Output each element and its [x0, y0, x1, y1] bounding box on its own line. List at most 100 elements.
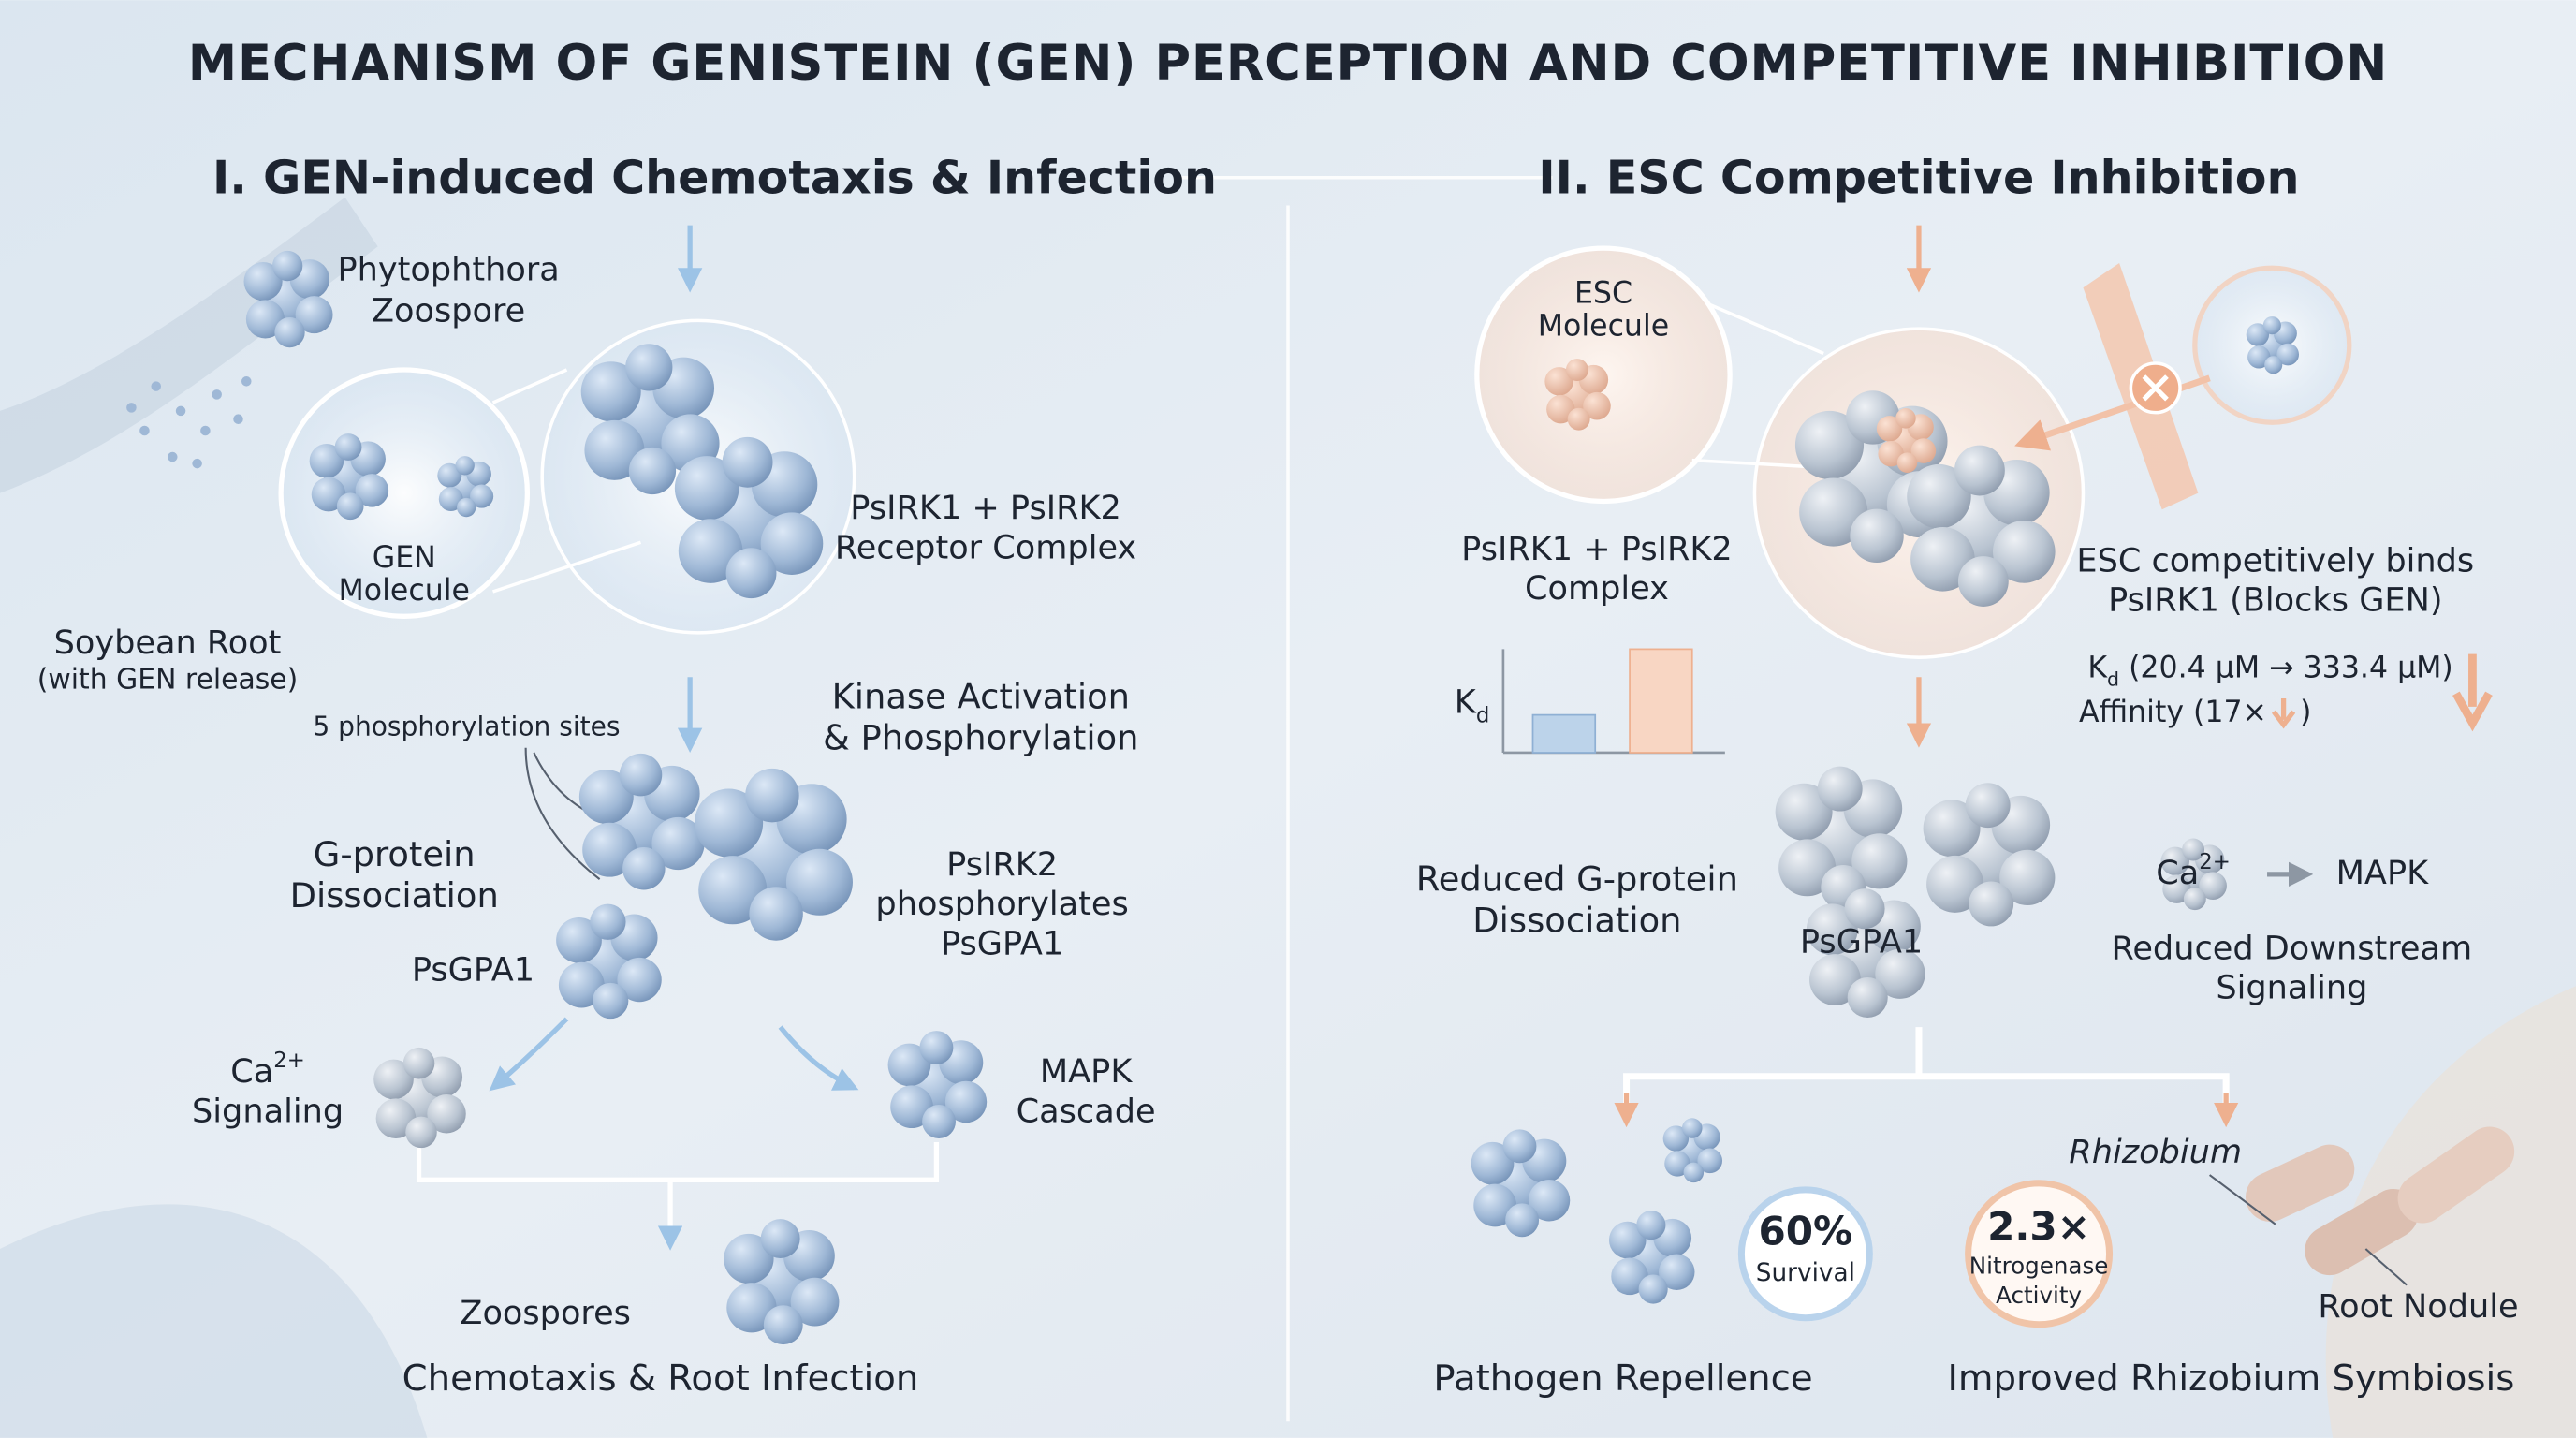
- title: MECHANISM OF GENISTEIN (GEN) PERCEPTION …: [188, 35, 2389, 92]
- label: MAPK: [2336, 854, 2429, 892]
- label: 60%: [1758, 1209, 1852, 1255]
- label: PsIRK2: [946, 845, 1058, 884]
- protein-lobe: [1896, 452, 1918, 473]
- protein-lobe: [1638, 1274, 1668, 1304]
- protein: [1471, 1129, 1571, 1238]
- gen-particle: [233, 414, 243, 424]
- label: (with GEN release): [37, 663, 299, 696]
- protein-lobe: [1778, 839, 1837, 897]
- protein-lobe: [1565, 359, 1588, 382]
- protein-lobe: [274, 316, 305, 348]
- protein-lobe: [1992, 521, 2056, 583]
- protein-lobe: [2262, 316, 2281, 335]
- gen-particle: [212, 389, 222, 400]
- protein-lobe: [1923, 800, 1981, 858]
- protein-lobe: [438, 487, 463, 512]
- protein-lobe: [1681, 1118, 1703, 1138]
- protein: [1806, 888, 1925, 1019]
- protein-lobe: [760, 1219, 800, 1258]
- zoom-line: [491, 368, 642, 594]
- protein-lobe: [558, 961, 605, 1008]
- protein-lobe: [726, 1283, 777, 1333]
- protein-lobe: [1611, 1257, 1648, 1296]
- label: Dissociation: [290, 875, 499, 916]
- label-part: (20.4 μM → 333.4 μM): [2119, 651, 2453, 684]
- protein: [1544, 359, 1611, 431]
- protein-lobe: [1608, 1221, 1647, 1259]
- protein-lobe: [1847, 976, 1888, 1019]
- label: Activity: [1996, 1282, 2082, 1309]
- protein-lobe: [1969, 881, 2014, 927]
- protein-lobe: [1799, 477, 1868, 547]
- label: ESC: [1574, 276, 1632, 310]
- zoom-circle: [278, 367, 531, 619]
- protein: [2246, 316, 2299, 374]
- protein-lobe: [1910, 527, 1975, 592]
- protein-lobe: [1965, 783, 2011, 829]
- protein-lobe: [919, 1031, 954, 1064]
- protein-lobe: [427, 1094, 466, 1134]
- protein-lobe: [695, 788, 764, 858]
- label: Chemotaxis & Root Infection: [402, 1357, 919, 1400]
- protein-lobe: [1844, 888, 1885, 930]
- label-part: Ca: [2156, 854, 2199, 892]
- protein-lobe: [651, 816, 705, 871]
- label: Affinity (17×: [2079, 696, 2267, 729]
- protein-lobe: [2183, 888, 2206, 911]
- label: ): [2300, 696, 2311, 729]
- protein: [309, 433, 389, 521]
- label: II. ESC Competitive Inhibition: [1538, 151, 2299, 205]
- protein-lobe: [1567, 407, 1590, 431]
- label: G-protein: [314, 834, 476, 874]
- label-part: 2+: [273, 1049, 305, 1073]
- label: Kd: [1455, 682, 1490, 727]
- protein: [578, 753, 705, 890]
- protein-lobe: [405, 1116, 437, 1149]
- protein-lobe: [578, 770, 634, 824]
- label: Signaling: [192, 1092, 344, 1130]
- protein-lobe: [890, 1085, 933, 1129]
- protein-lobe: [243, 262, 283, 301]
- label: Reduced G-protein: [1416, 858, 1738, 899]
- rhizobia: [2208, 1126, 2515, 1286]
- protein-lobe: [1999, 849, 2056, 905]
- bacterium: [2397, 1126, 2515, 1224]
- protein: [580, 344, 720, 495]
- protein-lobe: [1546, 394, 1575, 424]
- label: MAPK: [1040, 1052, 1133, 1091]
- label: Pathogen Repellence: [1433, 1357, 1812, 1400]
- protein: [724, 1219, 840, 1345]
- protein-lobe: [1817, 766, 1863, 812]
- protein: [1662, 1118, 1723, 1183]
- protein-lobe: [1528, 1180, 1571, 1222]
- protein-lobe: [470, 484, 494, 508]
- arrow: [778, 1025, 859, 1091]
- kd-bar: [1629, 648, 1693, 754]
- protein-lobe: [725, 548, 777, 599]
- badge: [1965, 1180, 2114, 1328]
- down-arrow: [2452, 653, 2493, 732]
- protein-lobe: [1910, 438, 1937, 463]
- badge: [1737, 1186, 1873, 1322]
- protein-lobe: [334, 433, 362, 461]
- gen-particle: [151, 381, 161, 391]
- label-part: d: [2107, 668, 2119, 690]
- protein-lobe: [2247, 345, 2271, 369]
- label: Phytophthora: [337, 251, 559, 289]
- label: Kinase Activation: [832, 677, 1130, 717]
- protein-lobe: [922, 1105, 956, 1138]
- protein-lobe: [271, 250, 303, 282]
- protein-lobe: [1806, 903, 1858, 956]
- arrow: [489, 1017, 569, 1092]
- label: Dissociation: [1472, 900, 1681, 940]
- label: ESC competitively binds: [2076, 541, 2474, 580]
- protein: [373, 1047, 466, 1149]
- label-part: K: [1455, 682, 1477, 721]
- protein-lobe: [763, 1305, 803, 1345]
- protein: [1907, 445, 2056, 607]
- label-part: K: [2087, 651, 2108, 684]
- pointer-line: [2208, 1174, 2276, 1225]
- protein-lobe: [1957, 556, 2009, 607]
- protein-lobe: [749, 887, 803, 941]
